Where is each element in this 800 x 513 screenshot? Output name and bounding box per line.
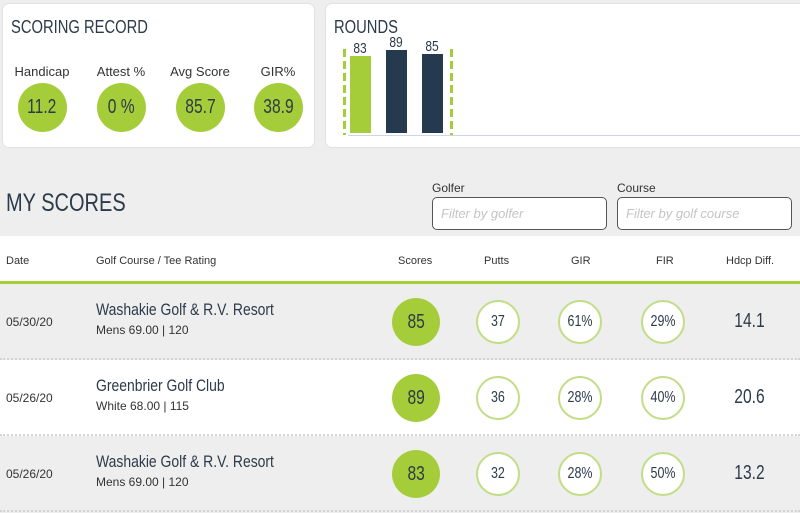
stat-value: 11.2 [27, 96, 57, 118]
row-course-name: Washakie Golf & R.V. Resort [96, 300, 274, 319]
row-fir: 50% [650, 465, 676, 482]
course-filter-input[interactable] [617, 197, 792, 230]
stat-gir: GIR% 38.9 [241, 64, 315, 132]
chart-baseline [348, 135, 800, 136]
scoring-record-card: SCORING RECORD Handicap 11.2 Attest % 0 … [2, 3, 315, 148]
table-row[interactable]: 05/26/20 Greenbrier Golf Club White 68.0… [0, 360, 800, 436]
row-course-name: Greenbrier Golf Club [96, 376, 225, 395]
row-date: 05/26/20 [6, 467, 53, 481]
row-score: 83 [407, 462, 425, 485]
row-gir: 61% [567, 313, 593, 330]
golfer-filter-label: Golfer [432, 181, 465, 195]
bar-label: 89 [389, 34, 403, 51]
stat-circle: 38.9 [253, 83, 303, 132]
round-bar-selected[interactable] [350, 56, 371, 133]
bar-label: 85 [425, 38, 439, 55]
row-date: 05/30/20 [6, 315, 53, 329]
rounds-card: ROUNDS 83 89 85 [325, 3, 800, 148]
scoring-record-title: SCORING RECORD [11, 17, 148, 37]
my-scores-title: MY SCORES [6, 189, 126, 217]
bar-label: 83 [353, 40, 367, 57]
row-score-badge: 89 [392, 374, 440, 422]
course-filter: Course [617, 180, 792, 230]
stat-label: Handicap [14, 64, 70, 79]
stat-label: Avg Score [170, 64, 230, 79]
stat-label: GIR% [260, 64, 296, 79]
row-tee-rating: White 68.00 | 115 [96, 399, 189, 413]
golfer-filter: Golfer [432, 180, 607, 230]
scores-table: Date Golf Course / Tee Rating Scores Put… [0, 236, 800, 512]
row-gir-badge: 28% [558, 376, 602, 420]
round-bar[interactable] [386, 50, 407, 133]
row-gir: 28% [567, 389, 593, 406]
table-header: Date Golf Course / Tee Rating Scores Put… [0, 236, 800, 284]
row-course-cell: Greenbrier Golf Club White 68.00 | 115 [96, 376, 253, 413]
course-filter-label: Course [617, 181, 656, 195]
column-header-fir[interactable]: FIR [656, 255, 674, 267]
row-score-badge: 83 [392, 450, 440, 498]
column-header-course[interactable]: Golf Course / Tee Rating [96, 255, 217, 267]
column-header-gir[interactable]: GIR [571, 255, 591, 267]
row-course-cell: Washakie Golf & R.V. Resort Mens 69.00 |… [96, 300, 313, 337]
round-bar[interactable] [422, 54, 443, 133]
table-row[interactable]: 05/26/20 Washakie Golf & R.V. Resort Men… [0, 436, 800, 512]
row-putts-badge: 36 [476, 376, 520, 420]
stat-value: 38.9 [262, 96, 294, 118]
row-hdcp-diff: 20.6 [733, 386, 765, 408]
golfer-filter-input[interactable] [432, 197, 607, 230]
column-header-date[interactable]: Date [6, 255, 30, 267]
row-putts: 37 [491, 313, 505, 330]
row-gir: 28% [567, 465, 593, 482]
row-putts-badge: 37 [476, 300, 520, 344]
stat-label: Attest % [96, 64, 146, 79]
range-end-marker [450, 49, 453, 135]
row-fir: 40% [650, 389, 676, 406]
row-gir-badge: 61% [558, 300, 602, 344]
stat-circle: 11.2 [17, 83, 67, 132]
row-fir: 29% [650, 313, 676, 330]
row-tee-rating: Mens 69.00 | 120 [96, 323, 189, 337]
row-fir-badge: 40% [641, 376, 685, 420]
row-hdcp-diff: 13.2 [733, 462, 765, 484]
row-score: 85 [407, 310, 425, 333]
stat-value: 85.7 [184, 96, 216, 118]
rounds-chart: 83 89 85 [326, 4, 800, 147]
stat-circle: 85.7 [175, 83, 225, 132]
row-hdcp-diff: 14.1 [733, 310, 765, 332]
row-putts: 36 [491, 389, 505, 406]
rounds-title: ROUNDS [334, 17, 398, 37]
row-fir-badge: 50% [641, 452, 685, 496]
column-header-scores[interactable]: Scores [398, 255, 433, 267]
table-row[interactable]: 05/30/20 Washakie Golf & R.V. Resort Men… [0, 284, 800, 360]
row-score-badge: 85 [392, 298, 440, 346]
row-course-cell: Washakie Golf & R.V. Resort Mens 69.00 |… [96, 452, 313, 489]
row-score: 89 [407, 386, 425, 409]
column-header-putts[interactable]: Putts [484, 255, 510, 267]
row-course-name: Washakie Golf & R.V. Resort [96, 452, 274, 471]
stat-handicap: Handicap 11.2 [5, 64, 79, 132]
row-putts-badge: 32 [476, 452, 520, 496]
row-gir-badge: 28% [558, 452, 602, 496]
stat-avg-score: Avg Score 85.7 [163, 64, 237, 132]
row-tee-rating: Mens 69.00 | 120 [96, 475, 189, 489]
stat-value: 0 % [107, 96, 135, 118]
column-header-hdcp-diff[interactable]: Hdcp Diff. [726, 255, 775, 267]
row-date: 05/26/20 [6, 391, 53, 405]
stat-circle: 0 % [96, 83, 146, 132]
row-putts: 32 [491, 465, 505, 482]
row-fir-badge: 29% [641, 300, 685, 344]
range-start-marker [343, 49, 346, 135]
stat-attest: Attest % 0 % [84, 64, 158, 132]
